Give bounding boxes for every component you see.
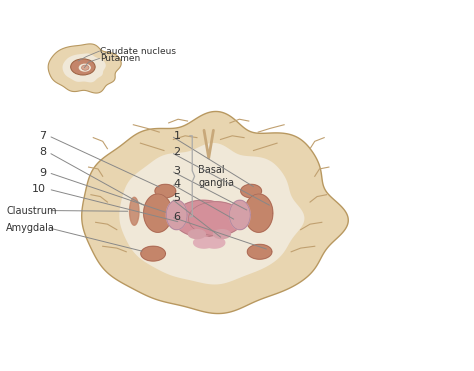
- Text: 4: 4: [173, 179, 181, 189]
- Polygon shape: [229, 200, 250, 230]
- Polygon shape: [245, 194, 273, 232]
- Polygon shape: [241, 184, 262, 198]
- Text: Putamen: Putamen: [100, 54, 141, 63]
- Polygon shape: [204, 237, 225, 248]
- Polygon shape: [189, 230, 205, 239]
- Text: 9: 9: [39, 168, 46, 178]
- Text: 5: 5: [173, 193, 181, 203]
- Polygon shape: [247, 244, 272, 259]
- Text: Amygdala: Amygdala: [6, 223, 55, 233]
- Polygon shape: [194, 237, 214, 248]
- Ellipse shape: [79, 63, 91, 72]
- Polygon shape: [129, 197, 139, 225]
- Text: Basal
ganglia: Basal ganglia: [198, 165, 234, 188]
- Text: Caudate nucleus: Caudate nucleus: [100, 47, 176, 56]
- Text: 3: 3: [173, 166, 181, 176]
- Polygon shape: [189, 202, 243, 236]
- Polygon shape: [141, 246, 165, 261]
- Polygon shape: [155, 184, 176, 198]
- Ellipse shape: [71, 59, 95, 75]
- Text: Claustrum: Claustrum: [6, 206, 56, 216]
- Text: 1: 1: [173, 131, 181, 141]
- Polygon shape: [119, 143, 304, 285]
- Polygon shape: [82, 111, 348, 313]
- Text: 7: 7: [39, 131, 46, 141]
- Polygon shape: [166, 200, 187, 230]
- Polygon shape: [48, 44, 121, 93]
- Text: 8: 8: [39, 147, 46, 157]
- Text: 6: 6: [173, 212, 181, 222]
- Polygon shape: [144, 194, 172, 232]
- Text: 10: 10: [32, 184, 46, 194]
- Polygon shape: [174, 200, 232, 237]
- Ellipse shape: [82, 65, 89, 70]
- Text: 2: 2: [173, 147, 181, 157]
- Polygon shape: [213, 230, 230, 239]
- Polygon shape: [63, 53, 106, 82]
